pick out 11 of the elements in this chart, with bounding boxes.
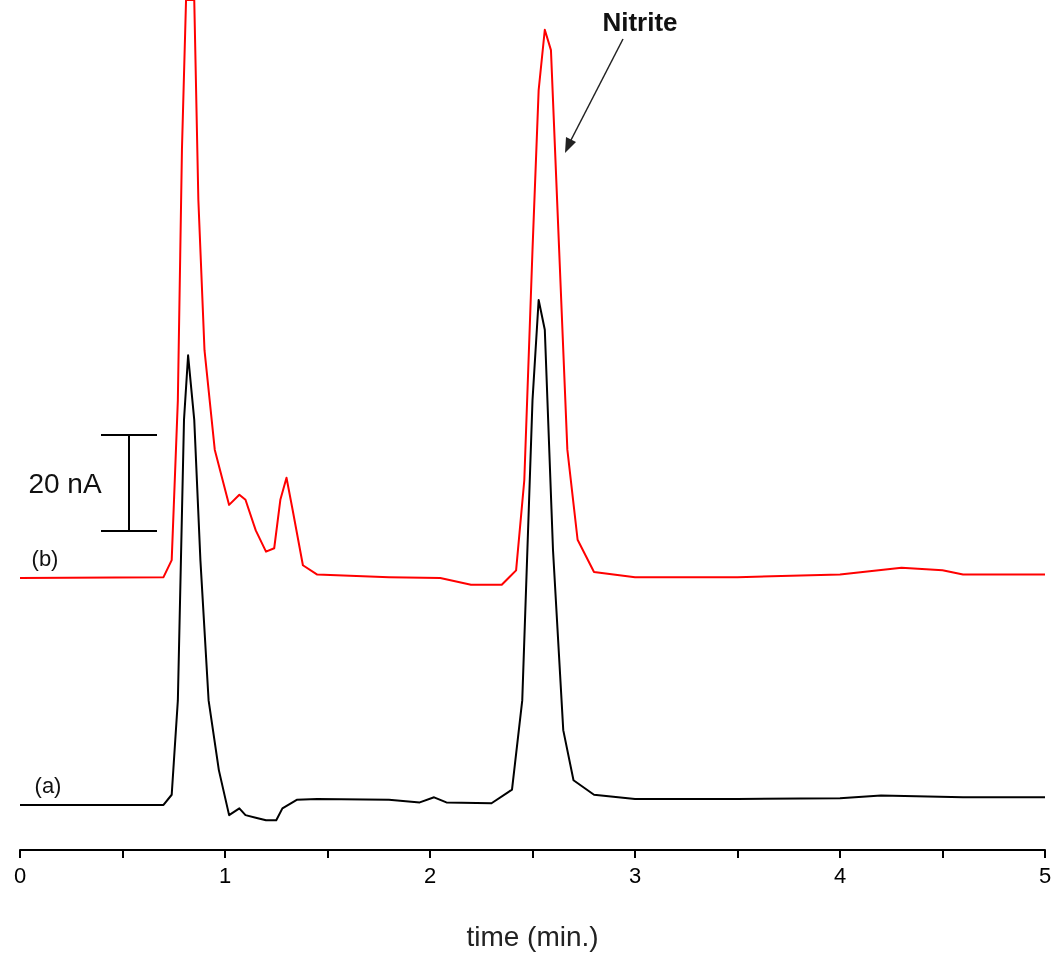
x-tick-label: 5 — [1038, 862, 1052, 888]
annotation: Nitrite — [602, 7, 678, 37]
annotation: (b) — [31, 545, 59, 571]
x-tick-label: 1 — [218, 862, 232, 888]
x-tick-label: 3 — [628, 862, 642, 888]
annotation: (a) — [34, 772, 62, 798]
x-tick-label: 0 — [13, 862, 27, 888]
x-tick-label: 4 — [833, 862, 847, 888]
x-axis-title: time (min.) — [466, 920, 599, 952]
x-tick-label: 2 — [423, 862, 437, 888]
annotation: 20 nA — [28, 467, 102, 499]
